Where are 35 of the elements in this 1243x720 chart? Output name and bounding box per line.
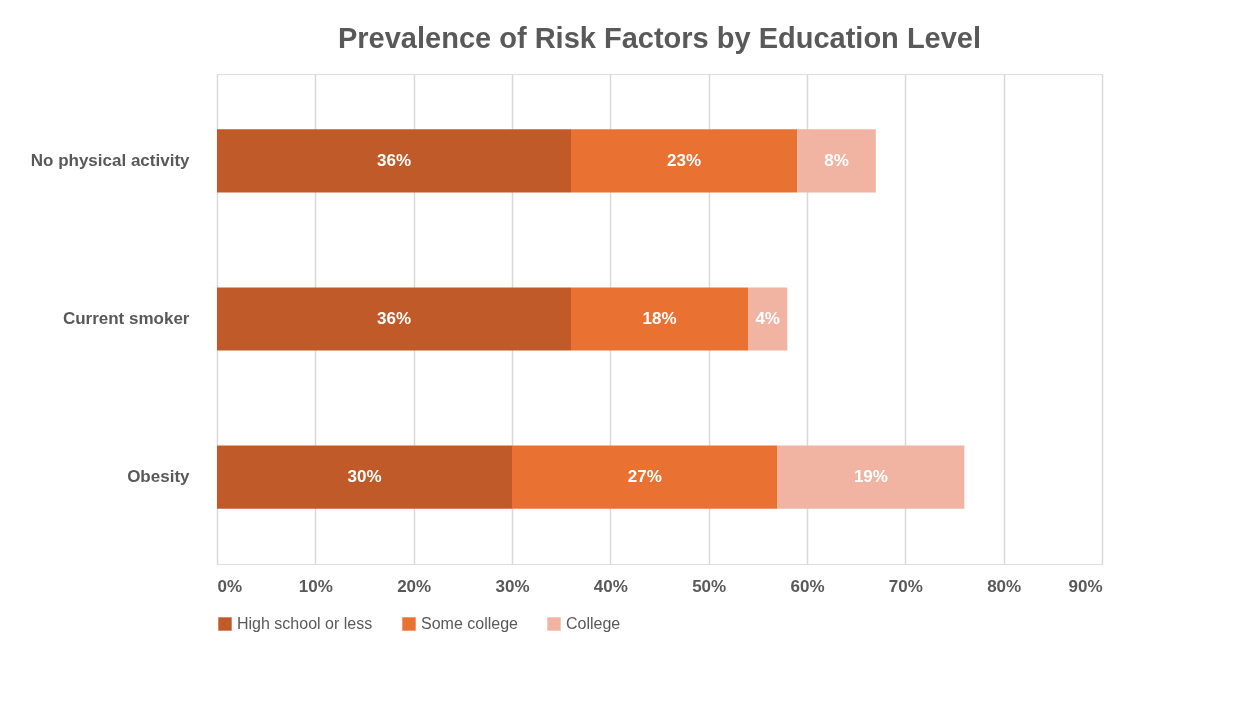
x-tick-label: 50% (692, 576, 727, 596)
x-tick-label: 90% (1068, 576, 1103, 596)
data-label: 19% (853, 467, 888, 487)
bar (217, 287, 571, 351)
legend-label: College (566, 615, 621, 632)
data-label: 36% (376, 150, 412, 170)
legend-label: High school or less (237, 615, 373, 632)
x-tick-label: 10% (298, 576, 333, 596)
bar (777, 445, 965, 509)
data-label: 27% (627, 467, 662, 487)
data-label: 8% (824, 150, 849, 170)
x-tick-label: 20% (397, 576, 432, 596)
chart-title: Prevalence of Risk Factors by Education Level (337, 22, 982, 54)
x-tick-label: 30% (495, 576, 530, 596)
bar (571, 129, 798, 193)
y-tick-label: Current smoker (62, 309, 190, 328)
bar (797, 129, 876, 193)
bar (512, 445, 778, 509)
x-tick-label: 70% (888, 576, 923, 596)
bar (748, 287, 788, 351)
data-label: 36% (376, 309, 412, 328)
x-tick-label: 0% (217, 576, 243, 596)
x-tick-label: 60% (790, 576, 825, 596)
bar (217, 129, 571, 193)
data-label: 23% (667, 150, 702, 170)
y-tick-label: Obesity (127, 467, 191, 487)
legend-label: Some college (421, 615, 519, 632)
bar (217, 445, 512, 509)
y-tick-label: No physical activity (30, 150, 191, 170)
data-label: 4% (755, 309, 780, 328)
x-tick-label: 40% (593, 576, 628, 596)
data-label: 18% (642, 309, 677, 328)
data-label: 30% (347, 467, 382, 487)
bar (571, 287, 748, 351)
x-tick-label: 80% (987, 576, 1022, 596)
